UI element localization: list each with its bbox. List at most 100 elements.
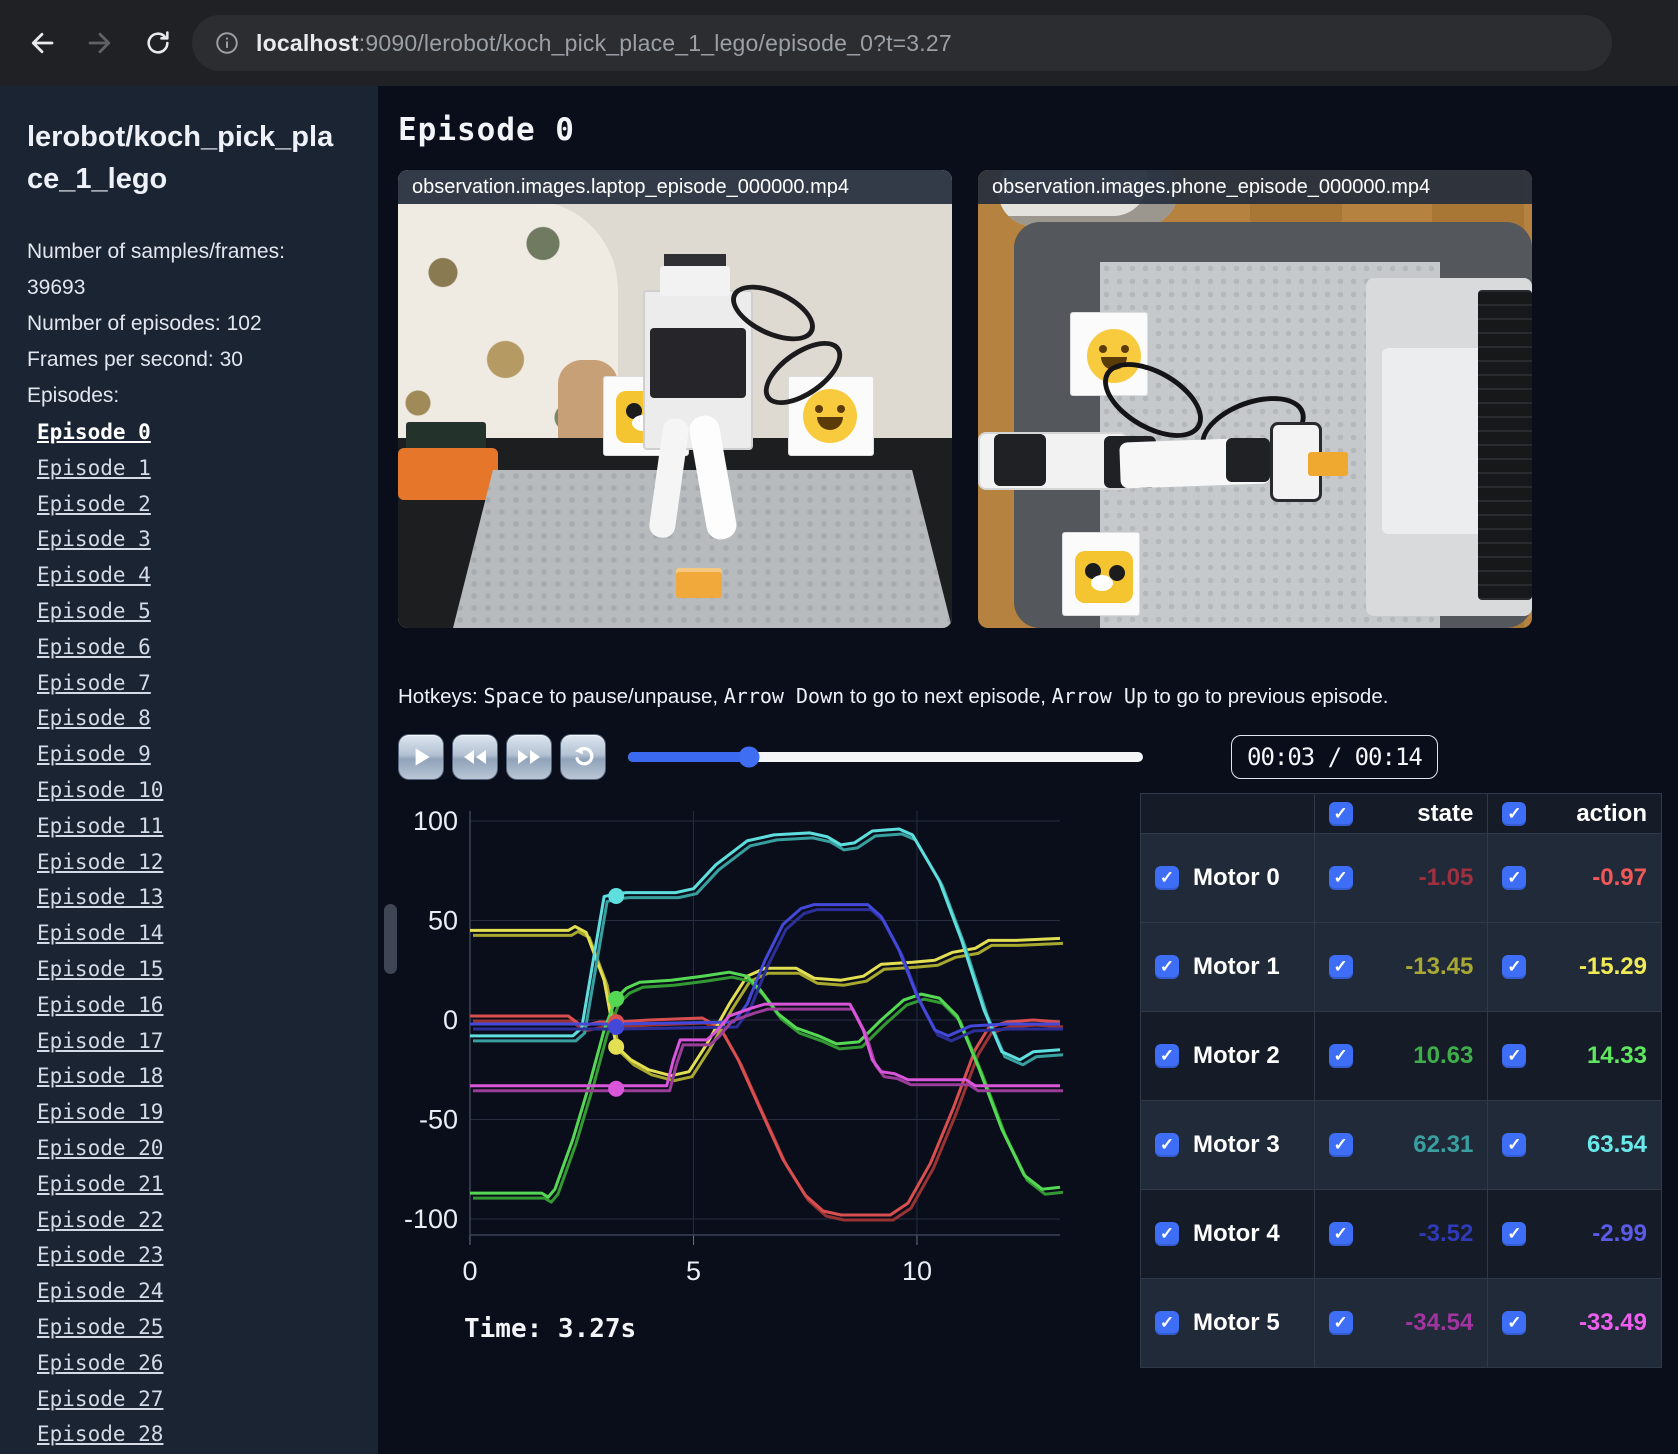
motor-action-checkbox[interactable]: ✓ bbox=[1502, 1311, 1527, 1335]
hotkey-key: Space bbox=[483, 684, 544, 708]
x-tick-label: 10 bbox=[902, 1256, 932, 1286]
video-laptop[interactable]: observation.images.laptop_episode_000000… bbox=[398, 170, 952, 628]
info-circle-icon[interactable] bbox=[214, 30, 240, 56]
episode-link[interactable]: Episode 24 bbox=[37, 1279, 164, 1304]
motor-checkbox[interactable]: ✓ bbox=[1155, 1311, 1179, 1335]
motor-state-checkbox[interactable]: ✓ bbox=[1328, 1311, 1353, 1335]
motor-checkbox[interactable]: ✓ bbox=[1155, 866, 1179, 890]
episode-list-item: Episode 3 bbox=[37, 523, 378, 559]
motor-action-value: 63.54 bbox=[1586, 1131, 1647, 1158]
forward-button[interactable] bbox=[76, 19, 124, 67]
reload-button[interactable] bbox=[134, 19, 182, 67]
episode-link[interactable]: Episode 0 bbox=[37, 420, 151, 444]
motor-action-checkbox[interactable]: ✓ bbox=[1502, 866, 1527, 890]
smiley-box bbox=[788, 376, 874, 456]
episode-link[interactable]: Episode 13 bbox=[37, 885, 164, 910]
playback-controls: 00:03 / 00:14 bbox=[398, 733, 1678, 781]
url-text[interactable]: localhost:9090/lerobot/koch_pick_place_1… bbox=[256, 30, 952, 57]
episode-link[interactable]: Episode 14 bbox=[37, 921, 164, 946]
episode-link[interactable]: Episode 23 bbox=[37, 1243, 164, 1268]
episode-link[interactable]: Episode 20 bbox=[37, 1135, 164, 1160]
episode-link[interactable]: Episode 16 bbox=[37, 992, 164, 1017]
current-time-marker bbox=[608, 888, 625, 905]
motor-state-checkbox[interactable]: ✓ bbox=[1328, 1044, 1353, 1068]
action-column-checkbox[interactable]: ✓ bbox=[1502, 801, 1527, 826]
episode-link[interactable]: Episode 1 bbox=[37, 455, 151, 480]
fast-forward-icon bbox=[518, 750, 540, 764]
motor-label: Motor 0 bbox=[1193, 864, 1280, 891]
motor-state-checkbox[interactable]: ✓ bbox=[1328, 866, 1353, 890]
episode-link[interactable]: Episode 12 bbox=[37, 849, 164, 874]
motor-checkbox[interactable]: ✓ bbox=[1155, 955, 1179, 979]
motor-action-checkbox[interactable]: ✓ bbox=[1502, 1044, 1527, 1068]
forward-arrow-icon bbox=[88, 32, 111, 54]
episode-link[interactable]: Episode 25 bbox=[37, 1314, 164, 1339]
x-tick-label: 0 bbox=[462, 1256, 477, 1286]
motor-label: Motor 1 bbox=[1193, 953, 1280, 980]
hotkey-text: to go to next episode, bbox=[844, 685, 1052, 708]
smiley-box bbox=[1070, 312, 1148, 396]
motor-checkbox[interactable]: ✓ bbox=[1155, 1222, 1179, 1246]
time-display: 00:03 / 00:14 bbox=[1231, 735, 1438, 779]
hotkey-key: Arrow Up bbox=[1051, 684, 1148, 708]
loop-button[interactable] bbox=[560, 734, 606, 780]
episode-link[interactable]: Episode 5 bbox=[37, 598, 151, 623]
motor-action-checkbox[interactable]: ✓ bbox=[1502, 1133, 1527, 1157]
episode-link[interactable]: Episode 4 bbox=[37, 563, 151, 588]
table-row: ✓ Motor 3 ✓ 62.31 ✓ 63.54 bbox=[1140, 1100, 1662, 1190]
motor-action-checkbox[interactable]: ✓ bbox=[1502, 955, 1527, 979]
motor-action-checkbox[interactable]: ✓ bbox=[1502, 1222, 1527, 1246]
episode-link[interactable]: Episode 18 bbox=[37, 1064, 164, 1089]
y-tick-label: -50 bbox=[419, 1105, 458, 1135]
episode-link[interactable]: Episode 26 bbox=[37, 1350, 164, 1375]
episode-link[interactable]: Episode 19 bbox=[37, 1100, 164, 1125]
episode-link[interactable]: Episode 9 bbox=[37, 742, 151, 767]
episode-link[interactable]: Episode 2 bbox=[37, 491, 151, 516]
hotkey-key: Arrow Down bbox=[723, 684, 845, 708]
episode-link[interactable]: Episode 21 bbox=[37, 1171, 164, 1196]
seek-slider[interactable] bbox=[628, 746, 1143, 768]
hugging-face-icon bbox=[1087, 329, 1141, 383]
motor-state-checkbox[interactable]: ✓ bbox=[1328, 955, 1353, 979]
motor-action-value: -2.99 bbox=[1592, 1220, 1647, 1247]
motor-state-checkbox[interactable]: ✓ bbox=[1328, 1133, 1353, 1157]
hugging-face-icon bbox=[803, 389, 857, 443]
back-arrow-icon bbox=[31, 32, 54, 54]
dataset-stats: Number of samples/frames: 39693 Number o… bbox=[27, 234, 327, 414]
episode-link[interactable]: Episode 10 bbox=[37, 777, 164, 802]
current-time-marker bbox=[608, 1080, 625, 1097]
motor-state-value: -1.05 bbox=[1418, 864, 1474, 891]
motor-chart[interactable]: 100 50 0 -50 -100 0 5 10 Time: 3.27s bbox=[398, 795, 1122, 1368]
motor-action-value: 14.33 bbox=[1586, 1042, 1647, 1069]
fast-forward-button[interactable] bbox=[506, 734, 552, 780]
episode-link[interactable]: Episode 15 bbox=[37, 956, 164, 981]
episode-list-item: Episode 22 bbox=[37, 1204, 378, 1240]
lego-brick bbox=[1308, 452, 1348, 476]
episode-link[interactable]: Episode 11 bbox=[37, 813, 164, 838]
state-column-checkbox[interactable]: ✓ bbox=[1328, 801, 1353, 826]
motor-checkbox[interactable]: ✓ bbox=[1155, 1044, 1179, 1068]
video-phone[interactable]: observation.images.phone_episode_000000.… bbox=[978, 170, 1532, 628]
episode-link[interactable]: Episode 6 bbox=[37, 634, 151, 659]
episodes-label: Episodes: bbox=[27, 384, 120, 407]
rewind-button[interactable] bbox=[452, 734, 498, 780]
episode-link[interactable]: Episode 22 bbox=[37, 1207, 164, 1232]
back-button[interactable] bbox=[18, 19, 66, 67]
episode-link[interactable]: Episode 28 bbox=[37, 1422, 164, 1447]
episode-link[interactable]: Episode 27 bbox=[37, 1386, 164, 1411]
episode-link[interactable]: Episode 3 bbox=[37, 527, 151, 552]
motor-action-value: -15.29 bbox=[1578, 953, 1647, 980]
episode-link[interactable]: Episode 17 bbox=[37, 1028, 164, 1053]
play-button[interactable] bbox=[398, 734, 444, 780]
loop-icon bbox=[574, 746, 594, 766]
current-time-marker bbox=[608, 990, 625, 1007]
motor-checkbox[interactable]: ✓ bbox=[1155, 1133, 1179, 1157]
motor-state-checkbox[interactable]: ✓ bbox=[1328, 1222, 1353, 1246]
episode-link[interactable]: Episode 7 bbox=[37, 670, 151, 695]
video-laptop-title: observation.images.laptop_episode_000000… bbox=[398, 170, 952, 204]
seek-slider-thumb[interactable] bbox=[738, 746, 760, 768]
scrollbar-thumb[interactable] bbox=[384, 904, 397, 974]
episode-link[interactable]: Episode 8 bbox=[37, 706, 151, 731]
url-bar[interactable]: localhost:9090/lerobot/koch_pick_place_1… bbox=[192, 15, 1612, 71]
stat-fps: Frames per second: 30 bbox=[27, 348, 243, 371]
